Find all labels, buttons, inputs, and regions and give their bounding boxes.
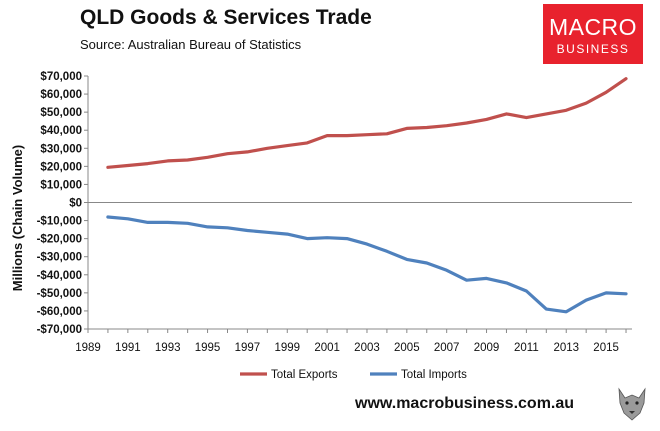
y-axis-label: Millions (Chain Volume): [10, 145, 25, 291]
chart-source: Source: Australian Bureau of Statistics: [80, 37, 302, 52]
chart-axes: $70,000 $60,000 $50,000 $40,000 $30,000 $20,0…: [37, 71, 632, 354]
wolf-logo-icon: [614, 383, 650, 423]
y-tick-label: $60,000: [40, 89, 82, 101]
footer-url: www.macrobusiness.com.au: [355, 395, 575, 412]
legend-label: Total Imports: [401, 369, 467, 381]
logo-line-1: MACRO: [548, 14, 638, 40]
x-tick-label: 1991: [115, 342, 141, 354]
chart-legend: Total Exports Total Imports: [240, 369, 467, 381]
legend-label: Total Exports: [271, 369, 338, 381]
y-tick-label: $50,000: [40, 107, 82, 119]
logo-line-2: BUSINESS: [556, 42, 630, 56]
y-tick-label: -$20,000: [37, 234, 82, 246]
y-tick-label: $30,000: [40, 143, 82, 155]
x-tick-label: 2001: [314, 342, 340, 354]
x-tick-label: 2009: [474, 342, 500, 354]
x-tick-label: 1997: [235, 342, 261, 354]
y-tick-label: -$10,000: [37, 216, 82, 228]
x-tick-label: 1999: [274, 342, 300, 354]
x-tick-label: 2005: [394, 342, 420, 354]
y-tick-label: -$70,000: [37, 324, 82, 336]
x-tick-label: 1993: [155, 342, 181, 354]
x-tick-label: 1995: [195, 342, 221, 354]
x-tick-label: 1989: [75, 342, 101, 354]
y-tick-label: -$40,000: [37, 270, 82, 282]
macrobusiness-logo: MACRO BUSINESS: [543, 4, 643, 64]
y-tick-label: $0: [69, 198, 82, 210]
y-tick-label: -$50,000: [37, 288, 82, 300]
chart-series: [106, 77, 628, 314]
series-line-total-imports: [106, 215, 628, 314]
x-tick-label: 2003: [354, 342, 380, 354]
x-tick-label: 2013: [553, 342, 579, 354]
series-line-total-exports: [106, 77, 628, 169]
y-tick-label: $20,000: [40, 161, 82, 173]
y-tick-label: -$30,000: [37, 252, 82, 264]
y-tick-label: $70,000: [40, 71, 82, 83]
y-tick-label: $40,000: [40, 125, 82, 137]
chart-title: QLD Goods & Services Trade: [80, 6, 372, 29]
y-tick-label: -$60,000: [37, 306, 82, 318]
x-tick-label: 2015: [593, 342, 619, 354]
x-tick-label: 2011: [514, 342, 539, 354]
x-tick-label: 2007: [434, 342, 460, 354]
y-tick-label: $10,000: [40, 179, 82, 191]
